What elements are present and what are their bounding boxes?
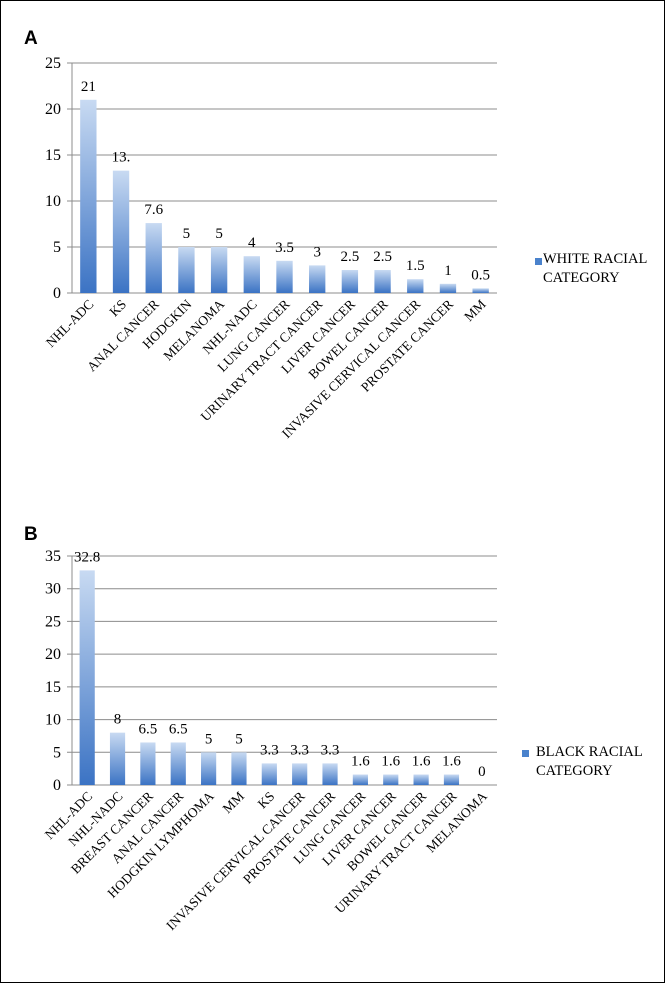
bar <box>109 732 126 785</box>
legend-label-line: WHITE RACIAL <box>543 251 647 267</box>
bar <box>145 223 162 293</box>
data-label: 2.5 <box>341 249 360 265</box>
y-tick-label: 15 <box>45 679 61 696</box>
bar <box>413 774 429 785</box>
y-tick-label: 25 <box>45 55 61 72</box>
data-label: 3.3 <box>290 742 309 758</box>
bar <box>407 279 424 293</box>
data-label: 1.6 <box>442 754 461 770</box>
bar <box>170 742 186 785</box>
bar <box>472 288 489 293</box>
y-tick-label: 10 <box>45 193 61 210</box>
bar <box>178 247 195 293</box>
data-label: 2.5 <box>373 249 392 265</box>
y-tick-label: 5 <box>53 239 61 256</box>
bar <box>292 763 308 785</box>
bar <box>309 265 326 293</box>
y-tick-label: 20 <box>45 646 61 663</box>
bar <box>322 763 338 785</box>
bar <box>276 260 293 293</box>
data-label: 1.6 <box>381 754 400 770</box>
data-label: 1.6 <box>351 754 370 770</box>
bar <box>374 270 391 293</box>
data-label: 3.3 <box>260 742 279 758</box>
legend-label-line: BLACK RACIAL <box>536 744 643 760</box>
bar <box>383 774 399 785</box>
data-label: 3.3 <box>321 742 340 758</box>
bar <box>79 570 95 785</box>
x-tick-label: MM <box>461 297 489 325</box>
data-label: 0 <box>478 764 486 780</box>
data-label: 0.5 <box>471 267 490 283</box>
x-tick-label: MM <box>219 789 247 817</box>
legend-label-line: CATEGORY <box>543 270 620 286</box>
y-tick-label: 15 <box>45 147 61 164</box>
data-label: 13. <box>112 150 131 166</box>
data-label: 1.5 <box>406 258 425 274</box>
bar <box>443 774 460 785</box>
y-tick-label: 20 <box>45 101 61 118</box>
y-tick-label: 5 <box>53 744 61 761</box>
y-tick-label: 0 <box>53 777 61 794</box>
legend-label-line: CATEGORY <box>536 763 613 779</box>
legend-swatch <box>535 258 542 265</box>
panel-letter: B <box>24 524 38 545</box>
y-tick-label: 25 <box>45 613 61 630</box>
bar <box>341 270 359 293</box>
data-label: 21 <box>81 79 96 95</box>
legend-swatch <box>522 750 529 757</box>
data-label: 4 <box>248 235 256 251</box>
y-tick-label: 30 <box>45 581 61 598</box>
data-label: 32.8 <box>74 549 100 565</box>
bar <box>261 763 277 785</box>
bar <box>140 742 156 785</box>
y-tick-label: 35 <box>45 548 61 565</box>
data-label: 3 <box>313 244 321 260</box>
bar <box>112 170 130 293</box>
x-tick-label: NHL-ADC <box>43 297 97 351</box>
bar <box>231 752 247 785</box>
bar <box>439 283 457 293</box>
data-label: 1 <box>444 263 452 279</box>
legend-label: BLACK RACIAL CATEGORY <box>536 744 643 779</box>
data-label: 5 <box>235 731 243 747</box>
data-label: 1.6 <box>412 754 431 770</box>
data-label: 6.5 <box>139 721 158 737</box>
bar <box>210 247 228 293</box>
data-label: 7.6 <box>144 202 163 218</box>
y-tick-label: 10 <box>45 712 61 729</box>
data-label: 6.5 <box>169 721 188 737</box>
data-label: 5 <box>205 731 213 747</box>
bar <box>352 774 368 785</box>
bar <box>201 752 217 785</box>
data-label: 8 <box>114 712 122 728</box>
data-label: 5 <box>183 226 191 242</box>
bar <box>243 256 260 293</box>
data-label: 3.5 <box>275 240 294 256</box>
y-tick-label: 0 <box>53 285 61 302</box>
x-tick-label: KS <box>255 789 278 812</box>
bar <box>80 99 97 293</box>
legend-label: WHITE RACIAL CATEGORY <box>543 251 647 286</box>
data-label: 5 <box>215 226 223 242</box>
panel-letter: A <box>24 28 38 49</box>
x-tick-label: KS <box>106 297 129 320</box>
